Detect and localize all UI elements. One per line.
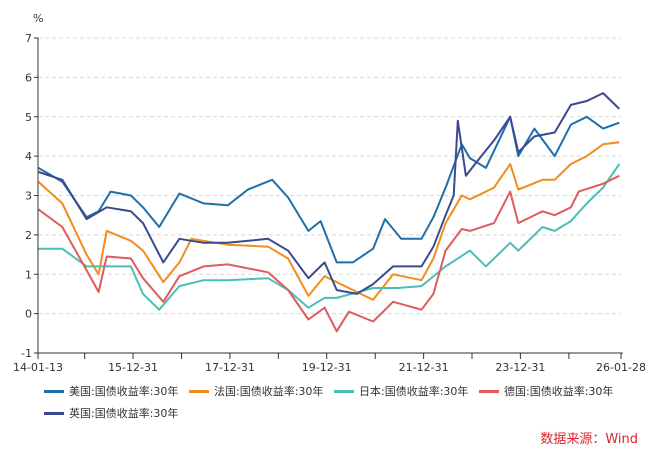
series-line-5 — [37, 92, 620, 295]
y-tick-label: 0 — [25, 308, 32, 321]
legend-swatch — [479, 389, 499, 393]
series-line-2 — [37, 141, 620, 301]
y-tick-label: 1 — [25, 268, 32, 281]
legend-swatch — [334, 389, 354, 393]
legend-swatch — [44, 411, 64, 415]
legend-item[interactable]: 英国:国债收益率:30年 — [44, 402, 189, 424]
x-tick-label: 21-12-31 — [399, 361, 449, 374]
y-tick-label: 2 — [25, 229, 32, 242]
legend-label: 美国:国债收益率:30年 — [69, 385, 179, 398]
x-tick-label: 23-12-31 — [495, 361, 545, 374]
y-axis-unit-label: % — [33, 12, 43, 25]
data-source-note: 数据来源：Wind — [540, 432, 638, 447]
series-line-3 — [38, 163, 621, 311]
x-tick-label: 17-12-31 — [205, 361, 255, 374]
x-tick-label: 26-01-28 — [596, 361, 646, 374]
series-line-4 — [37, 174, 620, 333]
y-tick-label: 5 — [25, 111, 32, 124]
x-tick-label: 15-12-31 — [108, 361, 158, 374]
legend-item[interactable]: 法国:国债收益率:30年 — [189, 380, 334, 402]
legend-label: 德国:国债收益率:30年 — [504, 385, 614, 398]
y-tick-label: -1 — [21, 347, 32, 360]
legend-label: 英国:国债收益率:30年 — [69, 407, 179, 420]
legend-swatch — [189, 389, 209, 393]
x-tick-label: 14-01-13 — [13, 361, 63, 374]
legend-swatch — [44, 389, 64, 393]
y-tick-label: 3 — [25, 190, 32, 203]
legend: 美国:国债收益率:30年 法国:国债收益率:30年 日本:国债收益率:30年 德国:国… — [44, 380, 644, 424]
legend-item[interactable]: 日本:国债收益率:30年 — [334, 380, 479, 402]
legend-label: 日本:国债收益率:30年 — [359, 385, 469, 398]
y-tick-label: 6 — [25, 71, 32, 84]
line-chart: % -1 0 1 2 3 4 5 6 7 14-01-13 15-12-31 17-12-31 19-1… — [13, 12, 646, 374]
legend-item[interactable]: 德国:国债收益率:30年 — [479, 380, 624, 402]
x-tick-label: 19-12-31 — [302, 361, 352, 374]
y-tick-label: 4 — [25, 150, 32, 163]
legend-label: 法国:国债收益率:30年 — [214, 385, 324, 398]
legend-item[interactable]: 美国:国债收益率:30年 — [44, 380, 189, 402]
y-tick-label: 7 — [25, 32, 32, 45]
